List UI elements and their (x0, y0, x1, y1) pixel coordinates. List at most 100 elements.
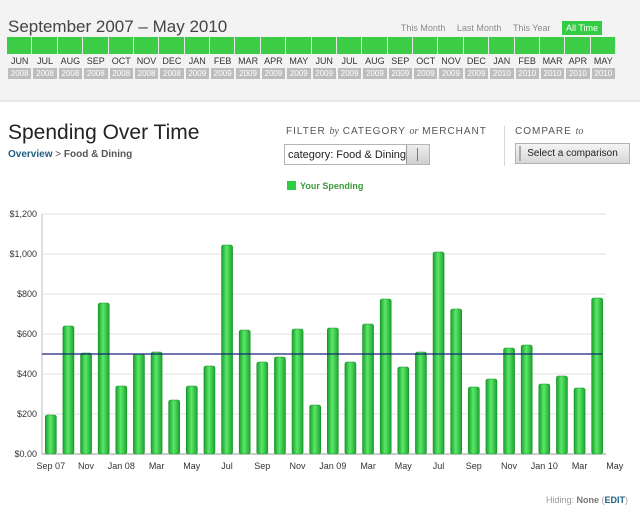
filter-combobox[interactable] (284, 144, 430, 165)
spending-bar[interactable] (97, 302, 110, 455)
spending-bar[interactable] (309, 404, 321, 455)
spending-bar[interactable] (115, 385, 128, 455)
spending-bar[interactable] (485, 378, 498, 455)
x-tick-label: Mar (149, 461, 165, 471)
spending-bar[interactable] (168, 399, 180, 455)
x-tick-label: Nov (290, 461, 307, 471)
select-comparison-button[interactable]: Select a comparison (515, 143, 630, 164)
month-cell[interactable]: AUG 2009 (362, 37, 388, 81)
month-cell[interactable]: FEB 2010 (514, 37, 540, 81)
compare-label-text: COMPARE (515, 126, 572, 137)
month-cell[interactable]: JUN 2008 (7, 37, 33, 81)
month-cell[interactable]: DEC 2009 (463, 37, 490, 81)
month-cell[interactable]: JUL 2008 (32, 37, 58, 81)
spending-bar[interactable] (591, 297, 603, 455)
spending-bar[interactable] (80, 352, 92, 455)
spending-bar[interactable] (221, 244, 233, 455)
month-cell[interactable]: MAR 2009 (235, 37, 261, 81)
spending-bar[interactable] (274, 356, 286, 455)
month-cell[interactable]: OCT 2009 (413, 37, 439, 81)
month-cell[interactable]: NOV 2009 (438, 37, 464, 81)
spending-bar[interactable] (556, 375, 568, 455)
spending-bar[interactable] (450, 308, 462, 455)
month-cell[interactable]: JAN 2010 (489, 37, 515, 81)
month-cell[interactable]: MAY 2009 (286, 37, 312, 81)
month-cell[interactable]: JAN 2009 (184, 37, 210, 81)
month-activity-bar (7, 37, 33, 54)
month-activity-bar (336, 37, 363, 54)
spending-bar[interactable] (238, 329, 251, 455)
month-cell[interactable]: FEB 2009 (210, 37, 236, 81)
month-cell[interactable]: OCT 2008 (108, 37, 134, 81)
filter-input[interactable] (285, 145, 406, 164)
spending-bar[interactable] (186, 385, 198, 455)
period-this-year[interactable]: This Year (512, 23, 551, 33)
period-last-month[interactable]: Last Month (456, 23, 502, 33)
month-label: JUL (341, 56, 358, 66)
spending-bar[interactable] (291, 328, 304, 455)
spending-bar[interactable] (520, 344, 533, 455)
spending-bar[interactable] (344, 361, 357, 455)
spending-bar[interactable] (256, 361, 269, 455)
month-cell[interactable]: SEP 2008 (83, 37, 109, 81)
year-label: 2009 (211, 68, 235, 79)
year-label: 2010 (515, 68, 539, 79)
spending-bar[interactable] (133, 353, 145, 455)
spending-bar[interactable] (503, 347, 515, 455)
month-cell[interactable]: JUN 2009 (311, 37, 337, 81)
period-all-time[interactable]: All Time (561, 21, 602, 35)
divider (0, 100, 640, 102)
month-activity-bar (438, 37, 464, 54)
spending-bar[interactable] (538, 383, 551, 455)
month-cell[interactable]: MAR 2010 (539, 37, 566, 81)
filter-label-filter: FILTER (286, 126, 326, 137)
spending-bar[interactable] (468, 386, 480, 455)
month-label: OCT (111, 56, 131, 66)
spending-bar[interactable] (573, 387, 586, 455)
spending-bar[interactable] (379, 298, 392, 455)
x-tick-label: May (183, 461, 201, 471)
year-label: 2009 (185, 68, 209, 79)
month-activity-bar (311, 37, 337, 54)
edit-hiding-link[interactable]: EDIT (604, 495, 625, 505)
month-label: APR (264, 56, 283, 66)
month-cell[interactable]: NOV 2008 (133, 37, 160, 81)
year-label: 2009 (261, 68, 286, 79)
spending-bar[interactable] (432, 251, 445, 455)
month-cell[interactable]: DEC 2008 (159, 37, 185, 81)
month-label: JAN (188, 56, 206, 66)
month-activity-bar (159, 37, 185, 54)
month-selector-strip[interactable]: JUN 2008 JUL 2008 AUG 2008 SEP 2008 OCT 2008 NOV 20… (7, 37, 616, 81)
spending-bar[interactable] (62, 325, 75, 455)
timeline-panel: September 2007 – May 2010 This Month Las… (0, 0, 640, 100)
spending-bar[interactable] (203, 365, 216, 455)
breadcrumb-overview-link[interactable]: Overview (8, 149, 53, 160)
spending-bar[interactable] (327, 327, 339, 455)
month-cell[interactable]: APR 2010 (565, 37, 591, 81)
month-activity-bar (489, 37, 515, 54)
month-activity-bar (565, 37, 591, 54)
spending-bar[interactable] (150, 351, 163, 455)
filter-dropdown-button[interactable] (406, 145, 429, 164)
month-label: JUN (10, 56, 29, 66)
month-cell[interactable]: SEP 2009 (387, 37, 413, 81)
filter-label: FILTER by CATEGORY or MERCHANT (286, 126, 487, 137)
y-tick-label: $400 (17, 369, 37, 379)
filter-label-or: or (409, 126, 419, 137)
month-cell[interactable]: MAY 2010 (590, 37, 616, 81)
month-cell[interactable]: JUL 2009 (336, 37, 363, 81)
year-label: 2010 (566, 68, 590, 79)
spending-bar[interactable] (397, 366, 410, 455)
month-activity-bar (463, 37, 490, 54)
month-activity-bar (108, 37, 134, 54)
month-label: SEP (86, 56, 105, 66)
spending-bar[interactable] (415, 351, 427, 455)
period-this-month[interactable]: This Month (400, 23, 446, 33)
spending-bar[interactable] (45, 414, 57, 455)
y-tick-label: $1,000 (9, 249, 37, 259)
month-cell[interactable]: AUG 2008 (57, 37, 84, 81)
compare-label-to: to (575, 126, 584, 137)
month-cell[interactable]: APR 2009 (260, 37, 287, 81)
breadcrumb-current: Food & Dining (63, 149, 133, 160)
spending-bar[interactable] (362, 323, 374, 455)
